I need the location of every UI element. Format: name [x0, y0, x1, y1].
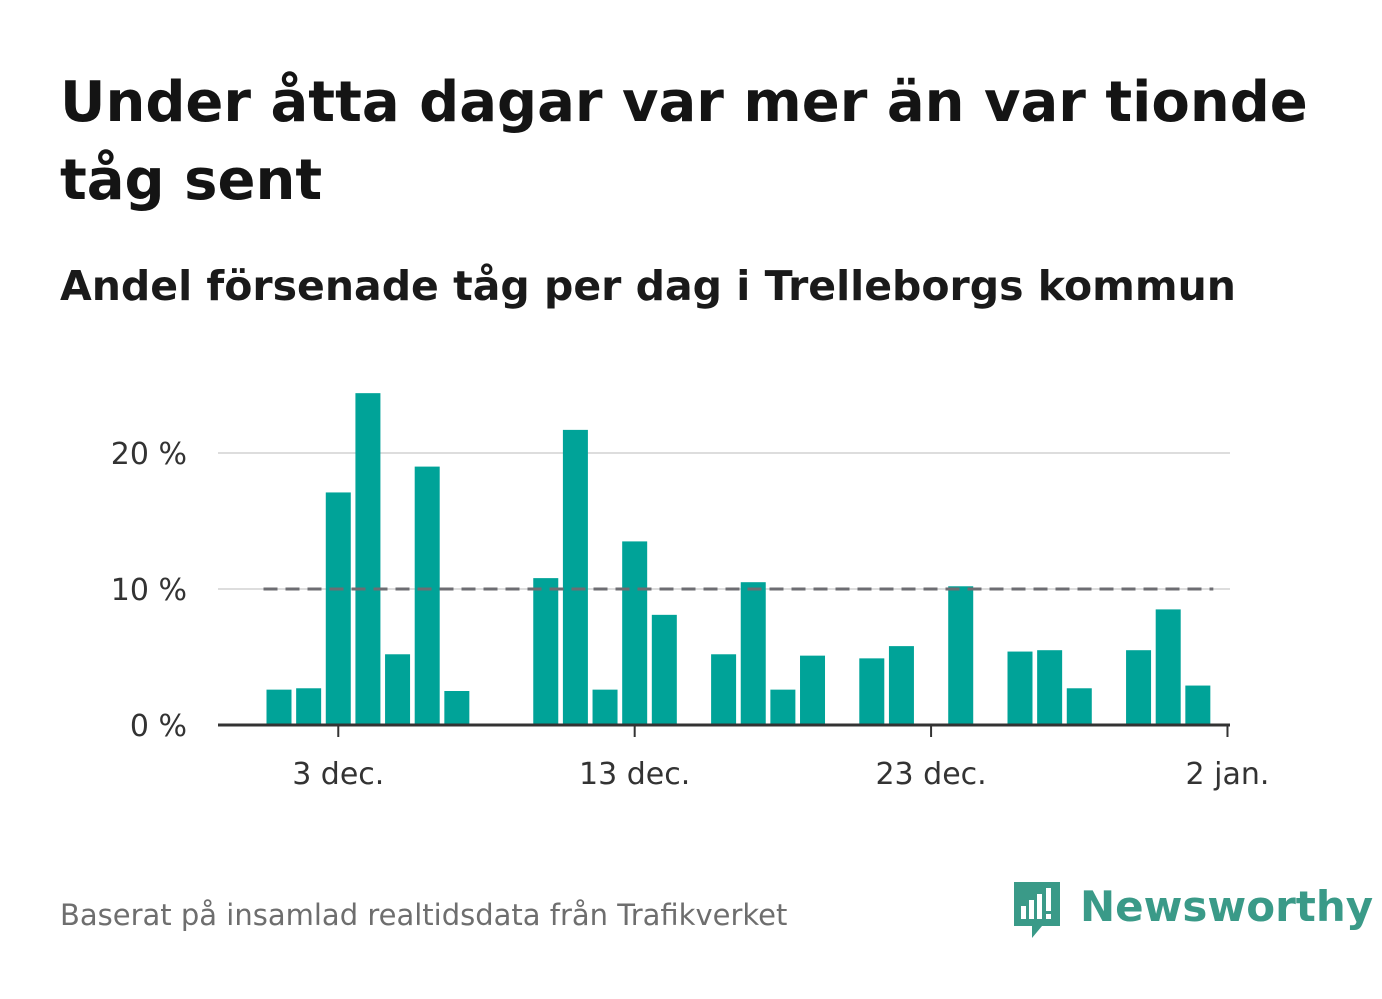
- bar: [592, 689, 618, 725]
- x-tick-label: 23 dec.: [875, 757, 986, 792]
- bar: [266, 689, 292, 725]
- tick-labels: 0 % 10 % 20 % 3 dec. 13 dec. 23 dec. 2 jan.: [111, 437, 1270, 792]
- bar: [444, 691, 470, 725]
- bar: [325, 492, 351, 725]
- bar: [622, 541, 648, 725]
- bar: [1037, 650, 1063, 725]
- bar: [533, 578, 559, 725]
- bar: [770, 689, 796, 725]
- bar: [1126, 650, 1152, 725]
- bar: [740, 582, 766, 725]
- bar: [888, 646, 914, 725]
- bars: [266, 393, 1211, 725]
- chart-subtitle: Andel försenade tåg per dag i Trelleborg…: [60, 262, 1236, 310]
- bar: [385, 654, 411, 725]
- y-tick-label: 0 %: [130, 709, 187, 744]
- logo-text: Newsworthy: [1080, 882, 1374, 931]
- bar: [1066, 688, 1092, 725]
- x-tick-label: 13 dec.: [579, 757, 690, 792]
- bar: [355, 393, 381, 725]
- bar: [562, 429, 588, 725]
- newsworthy-logo-icon: [1014, 882, 1060, 938]
- source-note: Baserat på insamlad realtidsdata från Tr…: [60, 898, 788, 932]
- bar: [414, 466, 440, 725]
- bar: [1185, 685, 1211, 725]
- y-tick-label: 10 %: [111, 573, 187, 608]
- bar-chart: 0 % 10 % 20 % 3 dec. 13 dec. 23 dec. 2 jan.: [111, 393, 1270, 792]
- chart-title: Under åtta dagar var mer än var tionde t…: [60, 70, 1308, 213]
- x-axis: [218, 723, 1230, 737]
- bar: [800, 655, 826, 725]
- x-tick-label: 2 jan.: [1186, 757, 1270, 792]
- bar: [948, 586, 974, 725]
- bar: [711, 654, 737, 725]
- y-tick-label: 20 %: [111, 437, 187, 472]
- bar: [296, 688, 322, 725]
- bar: [1155, 609, 1181, 725]
- bar: [651, 614, 677, 725]
- x-tick-label: 3 dec.: [292, 757, 384, 792]
- bar: [1007, 651, 1033, 725]
- bar: [859, 658, 885, 725]
